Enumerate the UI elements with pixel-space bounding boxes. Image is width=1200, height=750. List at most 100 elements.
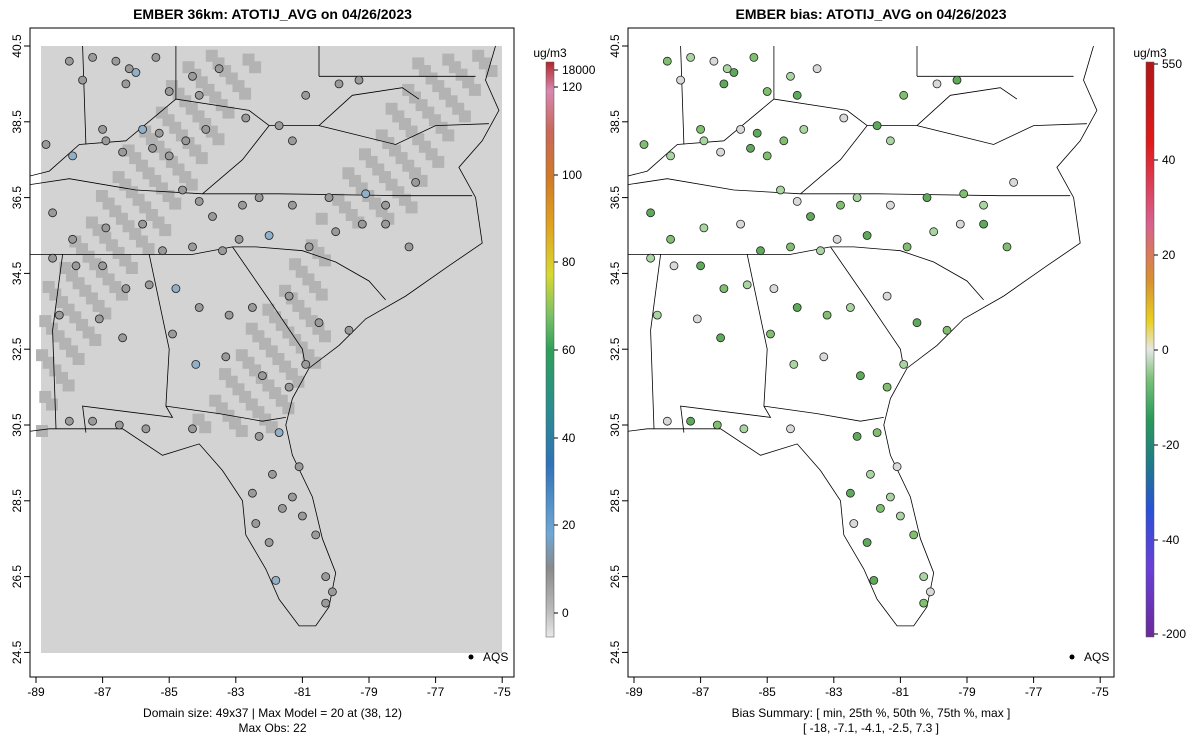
station-point (839, 113, 849, 123)
station-point (719, 284, 729, 294)
grid-cell (192, 413, 205, 426)
station-point (885, 492, 895, 502)
station-point (792, 303, 802, 312)
station-point (699, 136, 709, 146)
grid-cell (182, 61, 195, 74)
station-point (686, 416, 695, 426)
station-point (118, 333, 127, 343)
station-point (932, 79, 942, 89)
x-tick-label: -87 (692, 685, 710, 699)
station-point (208, 212, 217, 221)
colorbar-tick-label: 0 (1162, 343, 1169, 357)
station-point (919, 598, 929, 608)
colorbar-tick-label: 60 (562, 343, 576, 357)
grid-cell (442, 53, 455, 66)
station-point (287, 200, 297, 210)
state-border (232, 246, 307, 369)
grid-cell (412, 57, 425, 70)
station-point (98, 124, 107, 134)
station-point (776, 185, 785, 195)
station-point (786, 424, 795, 434)
station-point (882, 291, 892, 301)
state-border (52, 254, 63, 429)
station-point (88, 416, 97, 426)
colorbar-tick-label: 40 (562, 431, 576, 445)
colorbar-tick-label: 100 (562, 168, 582, 182)
left-map: -89 -87 -85 -83 -81 -79 -77 -75 40.5 38.5 36.5 34.5… (10, 27, 596, 699)
colorbar-tick-label: -20 (1162, 438, 1180, 452)
grid-cell (289, 258, 302, 271)
station-point (1002, 242, 1012, 252)
station-point (121, 79, 131, 89)
x-tick-label: -89 (27, 685, 45, 699)
station-point (158, 246, 167, 256)
station-point (729, 68, 739, 77)
station-point (696, 261, 705, 271)
station-point (819, 352, 829, 362)
station-point (799, 124, 809, 134)
station-point (257, 371, 267, 381)
station-point (752, 128, 762, 138)
station-point (786, 242, 795, 252)
station-point (929, 227, 939, 237)
state-border (680, 254, 772, 433)
y-tick-label: 24.5 (10, 640, 24, 664)
station-point (68, 151, 77, 161)
state-border (82, 254, 174, 433)
grid-cell (219, 368, 232, 381)
station-point (762, 151, 772, 161)
state-border (916, 87, 1018, 126)
left-footer-line1: Domain size: 49x37 | Max Model = 20 at (… (143, 706, 402, 720)
station-point (716, 333, 725, 343)
colorbar-tick-label: 80 (562, 255, 576, 269)
left-legend: AQS (468, 650, 508, 664)
station-point (925, 587, 935, 597)
station-point (852, 431, 862, 441)
y-tick-label: 36.5 (10, 186, 24, 210)
station-point (301, 90, 311, 100)
colorbar-tick-label: -40 (1162, 533, 1180, 547)
x-tick-label: -81 (294, 685, 312, 699)
state-border (318, 87, 420, 126)
station-point (979, 200, 989, 210)
station-point (247, 488, 257, 498)
right-footer-line2: [ -18, -7.1, -4.1, -2.5, 7.3 ] (802, 721, 940, 735)
station-point (869, 576, 879, 585)
grid-cell (262, 303, 275, 316)
station-point (111, 56, 121, 66)
x-tick-label: -85 (161, 685, 179, 699)
y-tick-label: 26.5 (10, 565, 24, 589)
y-tick-label: 40.5 (10, 34, 24, 58)
station-point (267, 469, 277, 479)
y-tick-label: 28.5 (10, 489, 24, 513)
station-point (381, 219, 391, 229)
station-point (311, 530, 321, 540)
station-point (88, 53, 97, 62)
station-point (324, 193, 334, 203)
coastline (30, 45, 500, 627)
station-point (716, 147, 725, 157)
station-point (138, 124, 148, 134)
station-point (919, 572, 929, 581)
y-tick-label: 30.5 (10, 413, 24, 437)
station-point (789, 359, 799, 369)
coastline (628, 45, 1098, 627)
right-footer-line1: Bias Summary: [ min, 25th %, 50th %, 75t… (731, 706, 1011, 720)
station-point (666, 151, 675, 161)
station-point (739, 424, 749, 434)
colorbar-unit: ug/m3 (533, 46, 567, 60)
station-point (709, 56, 719, 66)
station-point (666, 234, 675, 244)
station-point (54, 310, 64, 320)
station-point (188, 71, 197, 81)
station-point (922, 193, 932, 203)
station-point (121, 284, 131, 294)
station-point (646, 208, 655, 218)
station-point (344, 325, 354, 335)
grid-cell (95, 190, 108, 202)
y-tick-label: 28.5 (608, 489, 622, 513)
state-border (82, 45, 87, 145)
grid-cell (155, 106, 168, 119)
grid-cell (245, 398, 258, 411)
right-colorbar: ug/m3 550 40 20 0 -20 -40 -200 (1133, 46, 1186, 641)
